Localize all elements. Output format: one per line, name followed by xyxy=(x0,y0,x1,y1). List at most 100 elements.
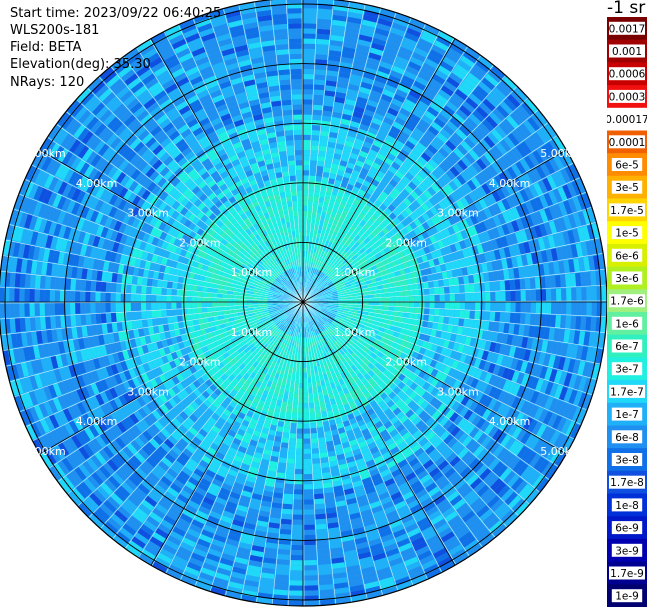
range-gate-cell xyxy=(483,384,493,396)
range-gate-cell xyxy=(383,269,390,276)
range-gate-cell xyxy=(294,479,303,485)
range-gate-cell xyxy=(321,342,326,349)
range-gate-cell xyxy=(317,206,323,213)
range-gate-cell xyxy=(310,226,315,232)
range-gate-cell xyxy=(337,277,343,282)
range-gate-cell xyxy=(491,332,499,343)
range-gate-cell xyxy=(412,319,419,326)
range-gate-cell xyxy=(446,194,456,205)
range-gate-cell xyxy=(99,503,114,517)
range-gate-cell xyxy=(348,11,363,20)
range-gate-cell xyxy=(503,76,518,90)
range-gate-cell xyxy=(399,415,409,424)
range-gate-cell xyxy=(421,341,429,349)
range-gate-cell xyxy=(434,294,440,302)
range-gate-cell xyxy=(127,494,141,507)
range-gate-cell xyxy=(553,204,563,219)
range-gate-cell xyxy=(284,339,289,345)
range-gate-cell xyxy=(383,543,398,553)
range-gate-cell xyxy=(381,501,394,510)
range-gate-cell xyxy=(163,438,175,449)
range-gate-cell xyxy=(360,234,368,241)
range-gate-cell xyxy=(311,216,317,222)
range-gate-cell xyxy=(410,150,421,160)
range-gate-cell xyxy=(337,309,343,313)
range-gate-cell xyxy=(111,472,124,485)
range-gate-cell xyxy=(432,424,443,435)
range-gate-cell xyxy=(131,387,141,399)
range-gate-cell xyxy=(483,135,496,149)
range-gate-cell xyxy=(524,468,537,483)
range-gate-cell xyxy=(454,352,462,362)
range-gate-cell xyxy=(324,322,330,327)
range-gate-cell xyxy=(328,332,334,338)
range-gate-cell xyxy=(397,213,406,222)
range-gate-cell xyxy=(342,150,351,158)
range-gate-cell xyxy=(279,324,284,330)
range-gate-cell xyxy=(461,327,469,337)
range-gate-cell xyxy=(311,285,316,291)
range-gate-cell xyxy=(432,169,442,180)
range-gate-cell xyxy=(272,344,278,351)
range-gate-cell xyxy=(357,359,364,366)
range-gate-cell xyxy=(290,325,294,331)
range-gate-cell xyxy=(469,68,484,81)
range-gate-cell xyxy=(334,325,340,331)
range-gate-cell xyxy=(231,486,242,495)
range-gate-cell xyxy=(445,140,457,151)
range-gate-cell xyxy=(399,269,406,276)
range-gate-cell xyxy=(303,134,312,141)
range-gate-cell xyxy=(516,428,527,442)
range-gate-cell xyxy=(191,436,202,446)
range-gate-cell xyxy=(292,367,297,373)
range-gate-cell xyxy=(391,98,404,108)
range-gate-cell xyxy=(350,443,360,452)
range-gate-cell xyxy=(246,569,261,578)
range-gate-cell xyxy=(209,482,221,492)
range-gate-cell xyxy=(222,548,237,557)
range-gate-cell xyxy=(429,295,435,302)
range-gate-cell xyxy=(361,145,371,154)
range-gate-cell xyxy=(420,355,428,364)
range-gate-cell xyxy=(352,448,362,456)
range-gate-cell xyxy=(333,490,345,498)
range-gate-cell xyxy=(319,589,334,596)
range-gate-cell xyxy=(201,345,209,353)
range-gate-cell xyxy=(358,275,365,280)
range-gate-cell xyxy=(225,473,236,482)
range-gate-cell xyxy=(447,47,463,60)
range-gate-cell xyxy=(352,527,365,535)
range-gate-cell xyxy=(190,454,201,464)
range-gate-cell xyxy=(328,325,334,331)
range-gate-cell xyxy=(352,186,361,194)
range-gate-cell xyxy=(442,158,454,170)
range-gate-cell xyxy=(351,69,364,77)
range-gate-cell xyxy=(303,129,312,135)
range-gate-cell xyxy=(495,291,501,302)
range-gate-cell xyxy=(272,492,283,499)
range-gate-cell xyxy=(157,499,171,511)
range-gate-cell xyxy=(525,290,531,302)
range-gate-cell xyxy=(78,463,91,478)
range-gate-cell xyxy=(322,316,328,321)
range-gate-cell xyxy=(395,338,403,345)
range-gate-cell xyxy=(163,390,172,401)
range-gate-cell xyxy=(534,392,545,407)
range-gate-cell xyxy=(268,319,274,325)
range-gate-cell xyxy=(250,461,260,469)
range-gate-cell xyxy=(353,248,360,255)
range-gate-cell xyxy=(282,396,288,403)
range-gate-cell xyxy=(393,291,400,297)
range-gate-cell xyxy=(303,337,306,343)
range-gate-cell xyxy=(190,472,202,482)
range-gate-cell xyxy=(507,133,520,147)
range-gate-cell xyxy=(472,461,484,474)
range-gate-cell xyxy=(299,367,303,373)
range-gate-cell xyxy=(461,435,473,448)
ray-gap xyxy=(77,301,304,507)
range-gate-cell xyxy=(331,232,338,239)
range-gate-cell xyxy=(346,21,361,30)
range-gate-cell xyxy=(223,478,234,487)
ray-gap xyxy=(287,301,304,606)
range-gate-cell xyxy=(339,66,352,74)
